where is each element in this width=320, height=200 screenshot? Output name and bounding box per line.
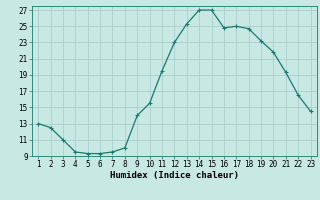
X-axis label: Humidex (Indice chaleur): Humidex (Indice chaleur) [110, 171, 239, 180]
